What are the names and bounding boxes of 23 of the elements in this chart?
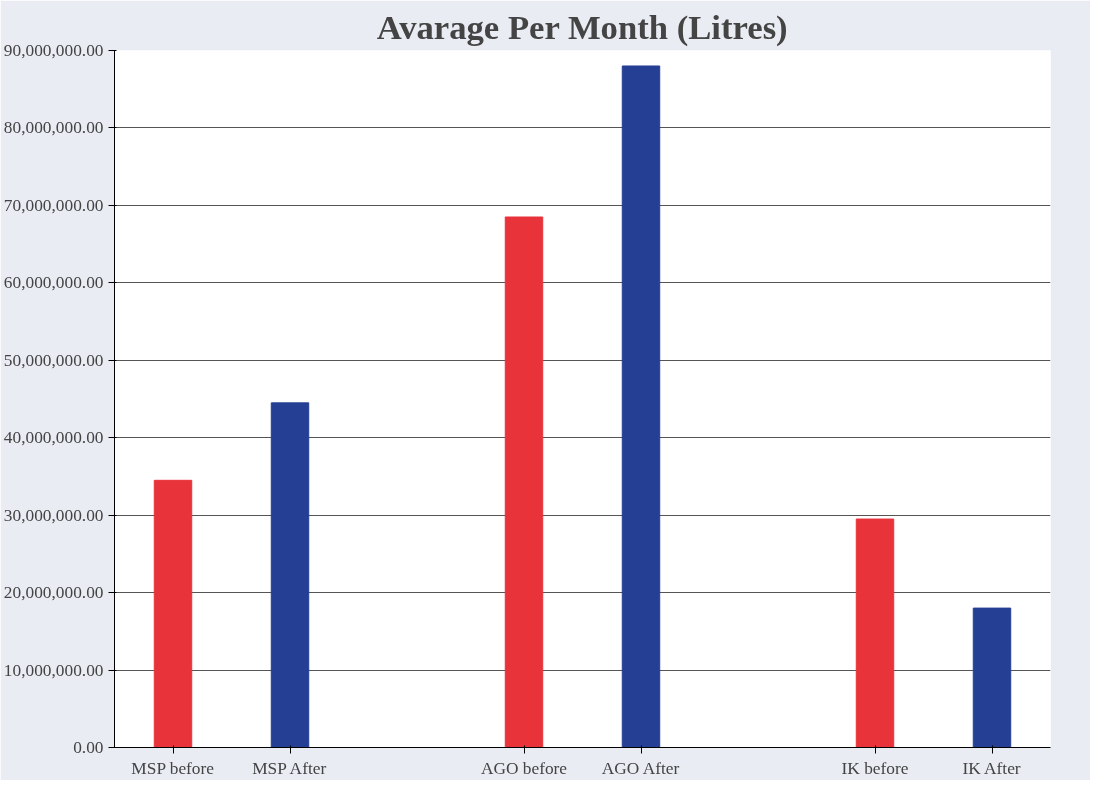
bar <box>270 402 310 748</box>
y-tick-label: 60,000,000.00 <box>3 273 104 293</box>
x-tick-label: MSP After <box>252 758 327 778</box>
y-tick-label: 0.00 <box>73 738 104 757</box>
y-tick-label: 70,000,000.00 <box>3 195 104 215</box>
x-tick-label: IK After <box>962 758 1021 778</box>
y-tick-label: 40,000,000.00 <box>3 428 104 448</box>
bar <box>621 65 661 748</box>
chart-title: Avarage Per Month (Litres) <box>376 7 788 47</box>
bar <box>855 518 895 748</box>
x-tick-label: IK before <box>841 758 909 778</box>
y-tick-label: 80,000,000.00 <box>3 118 104 138</box>
y-tick-label: 50,000,000.00 <box>3 350 104 370</box>
bar <box>153 479 193 748</box>
x-tick-label: AGO before <box>480 758 568 778</box>
x-tick-label: AGO After <box>601 758 680 778</box>
y-tick-label: 30,000,000.00 <box>3 505 104 525</box>
bar <box>504 216 544 748</box>
y-tick-label: 90,000,000.00 <box>3 41 104 60</box>
x-tick-label: MSP before <box>131 758 215 778</box>
bar <box>972 607 1012 748</box>
y-tick-label: 20,000,000.00 <box>3 583 104 603</box>
y-tick-label: 10,000,000.00 <box>3 660 104 680</box>
